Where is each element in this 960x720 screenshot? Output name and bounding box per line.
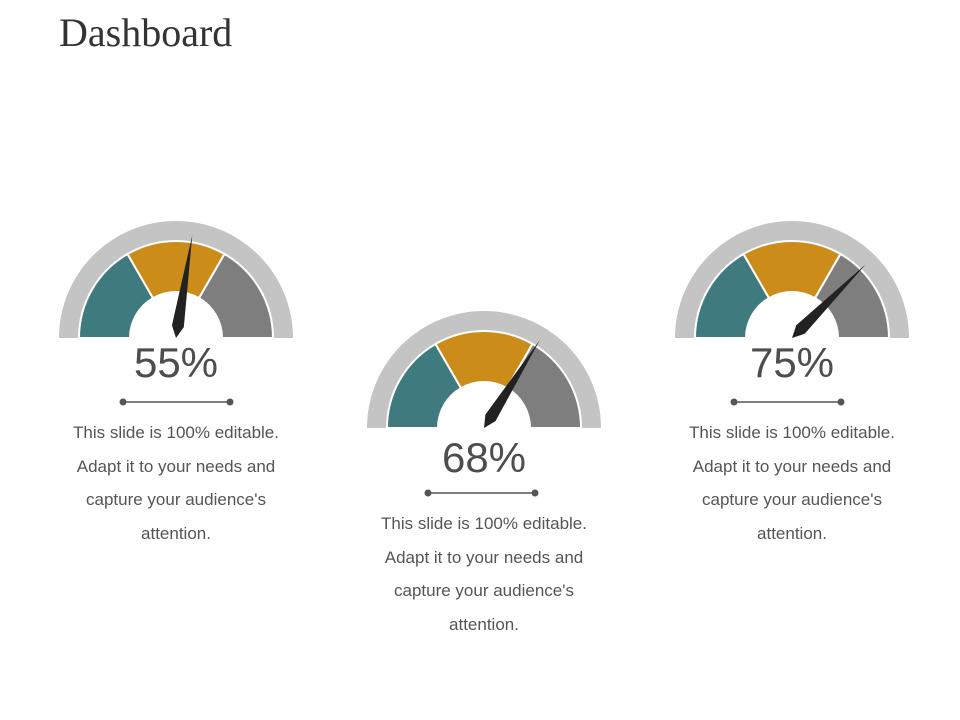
gauge-description: This slide is 100% editable. Adapt it to… — [72, 423, 279, 543]
gauge-widget-2: 68% This slide is 100% editable. Adapt i… — [364, 310, 604, 640]
divider-line — [730, 398, 845, 406]
gauge-widget-3: 75% This slide is 100% editable. Adapt i… — [672, 220, 912, 550]
gauge-outer-ring — [675, 221, 909, 338]
gauge-dial — [367, 311, 601, 429]
gauge-needle — [484, 340, 540, 428]
gauge-value: 68% — [441, 434, 527, 481]
gauge-needle — [171, 235, 193, 338]
gauge-segment-high — [197, 252, 275, 339]
gauge-value: 75% — [749, 339, 835, 386]
gauge-value: 55% — [133, 339, 219, 386]
gauge-description: This slide is 100% editable. Adapt it to… — [380, 514, 587, 634]
gauge-needle — [792, 264, 866, 338]
gauge-dial — [675, 221, 909, 339]
gauge-outer-ring — [59, 221, 293, 338]
gauge-description: This slide is 100% editable. Adapt it to… — [688, 423, 895, 543]
gauge-dial — [59, 221, 293, 339]
gauge-widget-1: 55% This slide is 100% editable. Adapt i… — [56, 220, 296, 550]
divider-line — [424, 489, 539, 497]
divider-line — [119, 398, 234, 406]
page-title: Dashboard — [59, 10, 233, 55]
gauge-outer-ring — [367, 311, 601, 428]
